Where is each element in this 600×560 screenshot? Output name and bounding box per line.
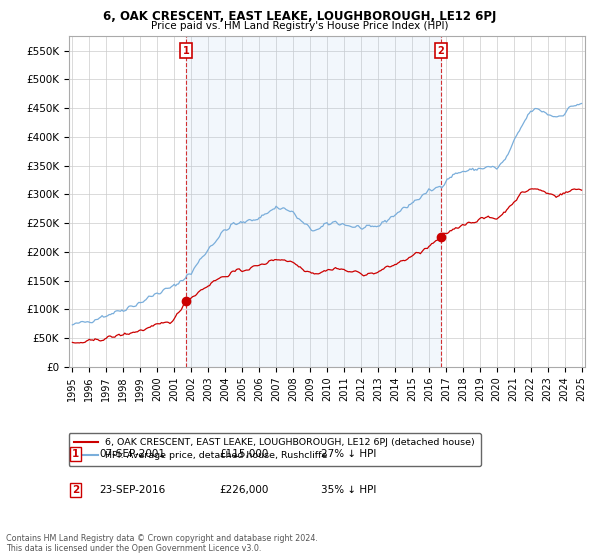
Text: 1: 1 (182, 46, 190, 56)
Text: Contains HM Land Registry data © Crown copyright and database right 2024.
This d: Contains HM Land Registry data © Crown c… (6, 534, 318, 553)
Text: 6, OAK CRESCENT, EAST LEAKE, LOUGHBOROUGH, LE12 6PJ: 6, OAK CRESCENT, EAST LEAKE, LOUGHBOROUG… (103, 10, 497, 23)
Text: £226,000: £226,000 (219, 485, 268, 495)
Text: 1: 1 (72, 449, 79, 459)
Text: 2: 2 (72, 485, 79, 495)
Legend: 6, OAK CRESCENT, EAST LEAKE, LOUGHBOROUGH, LE12 6PJ (detached house), HPI: Avera: 6, OAK CRESCENT, EAST LEAKE, LOUGHBOROUG… (68, 433, 481, 466)
Text: 27% ↓ HPI: 27% ↓ HPI (321, 449, 376, 459)
Text: 23-SEP-2016: 23-SEP-2016 (99, 485, 165, 495)
Bar (186, 36, 441, 367)
Text: 07-SEP-2001: 07-SEP-2001 (99, 449, 165, 459)
Text: 2: 2 (437, 46, 445, 56)
Text: Price paid vs. HM Land Registry's House Price Index (HPI): Price paid vs. HM Land Registry's House … (151, 21, 449, 31)
Text: £115,000: £115,000 (219, 449, 268, 459)
Text: 35% ↓ HPI: 35% ↓ HPI (321, 485, 376, 495)
